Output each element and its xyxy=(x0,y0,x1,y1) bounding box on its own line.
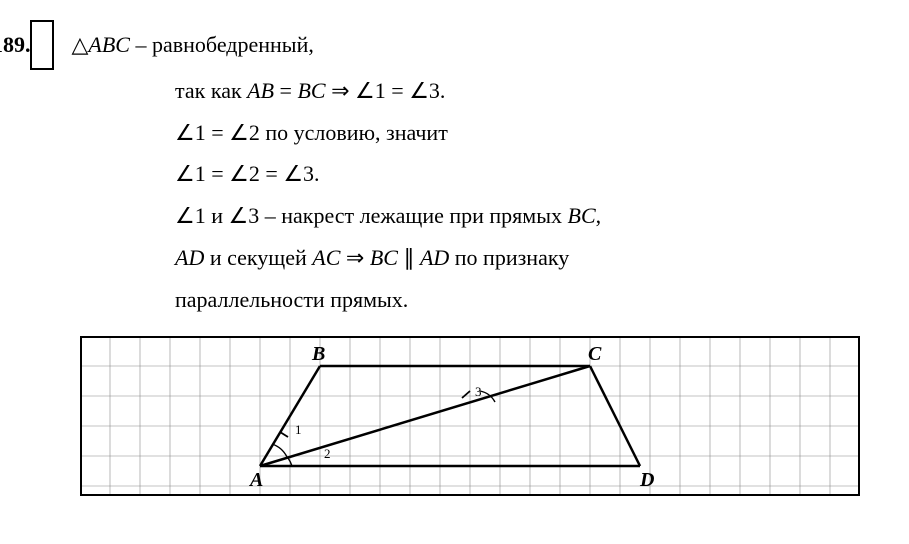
line2: так как AB = BC ⇒ ∠1 = ∠3. xyxy=(80,70,879,112)
a2: 2 xyxy=(249,161,260,186)
a2: 2 xyxy=(249,120,260,145)
geometry-diagram: A B C D 1 2 3 xyxy=(80,336,860,496)
angle-icon: ∠ xyxy=(409,78,429,103)
problem-content: 189. △ABC – равнобедренный, так как AB =… xyxy=(30,20,879,321)
angle-icon: ∠ xyxy=(175,161,195,186)
bc: BC xyxy=(568,203,596,228)
angle-icon: ∠ xyxy=(175,203,195,228)
a1: 1 xyxy=(195,120,206,145)
arrow1: ⇒ xyxy=(326,78,355,103)
ac: AC xyxy=(312,245,340,270)
angle-icon: ∠ xyxy=(355,78,375,103)
ad: AD xyxy=(175,245,204,270)
a3: 3 xyxy=(303,161,314,186)
arrow2: ⇒ xyxy=(340,245,369,270)
parallel: ∥ xyxy=(398,245,420,270)
svg-text:2: 2 xyxy=(324,446,331,461)
angle-icon: ∠ xyxy=(283,161,303,186)
line1: △ABC – равнобедренный, xyxy=(72,32,314,57)
line4: ∠1 = ∠2 = ∠3. xyxy=(80,153,879,195)
l2a: так как xyxy=(175,78,247,103)
a3: 3 xyxy=(248,203,259,228)
line6: AD и секущей AC ⇒ BC ∥ AD по признаку xyxy=(80,237,879,279)
angle-icon: ∠ xyxy=(229,161,249,186)
tri-abc: ABC xyxy=(88,32,130,57)
angle-icon: ∠ xyxy=(229,203,249,228)
svg-text:C: C xyxy=(588,343,602,365)
line7: параллельности прямых. xyxy=(80,279,879,321)
angle-icon: ∠ xyxy=(175,120,195,145)
a3: 3 xyxy=(429,78,440,103)
tri-symbol: △ xyxy=(72,32,89,57)
a1: 1 xyxy=(375,78,386,103)
ab: AB xyxy=(247,78,274,103)
period: . xyxy=(314,161,320,186)
comma: , xyxy=(596,203,602,228)
svg-text:B: B xyxy=(311,343,325,365)
l3text: по условию, значит xyxy=(260,120,448,145)
line1-text: – равнобедренный, xyxy=(130,32,314,57)
line5: ∠1 и ∠3 – накрест лежащие при прямых BC, xyxy=(80,195,879,237)
svg-text:1: 1 xyxy=(295,422,302,437)
angle-icon: ∠ xyxy=(229,120,249,145)
svg-text:3: 3 xyxy=(475,384,482,399)
period: . xyxy=(440,78,446,103)
problem-number: 189. xyxy=(30,20,54,70)
bc: BC xyxy=(297,78,325,103)
l5text: – накрест лежащие при прямых xyxy=(259,203,567,228)
a1: 1 xyxy=(195,161,206,186)
line3: ∠1 = ∠2 по условию, значит xyxy=(80,112,879,154)
a1: 1 xyxy=(195,203,206,228)
svg-text:D: D xyxy=(639,469,654,491)
l6t1: и секущей xyxy=(204,245,312,270)
l6t2: по признаку xyxy=(449,245,569,270)
svg-text:A: A xyxy=(248,469,263,491)
bc2: BC xyxy=(370,245,398,270)
ad2: AD xyxy=(420,245,449,270)
